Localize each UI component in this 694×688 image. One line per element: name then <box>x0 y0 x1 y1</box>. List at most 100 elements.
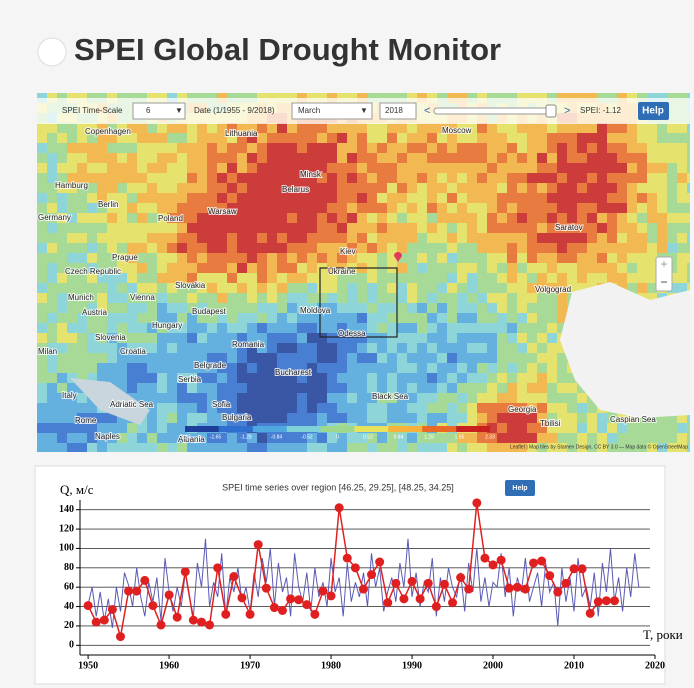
heat-cell <box>577 193 587 203</box>
heat-cell <box>327 353 337 363</box>
heat-cell <box>447 243 457 253</box>
heat-cell <box>327 223 337 233</box>
data-point <box>237 593 246 602</box>
heat-cell <box>117 153 127 163</box>
heat-cell <box>157 263 167 273</box>
heat-cell <box>457 353 467 363</box>
heat-cell <box>467 433 477 443</box>
heat-cell <box>447 233 457 243</box>
y-tick-label: 100 <box>59 543 74 554</box>
heat-cell <box>147 223 157 233</box>
heat-cell <box>537 263 547 273</box>
heat-cell <box>527 183 537 193</box>
heat-cell <box>637 173 647 183</box>
heat-cell <box>557 183 567 193</box>
map-label: Hamburg <box>55 181 88 190</box>
heat-cell <box>47 233 57 243</box>
heat-cell <box>597 273 607 283</box>
heat-cell <box>417 373 427 383</box>
heat-cell <box>427 173 437 183</box>
heat-cell <box>537 243 547 253</box>
heat-cell <box>527 173 537 183</box>
heat-cell <box>107 163 117 173</box>
heat-cell <box>427 253 437 263</box>
heat-cell <box>207 283 217 293</box>
heat-cell <box>337 203 347 213</box>
heat-cell <box>57 283 67 293</box>
heat-cell <box>157 223 167 233</box>
heat-cell <box>567 273 577 283</box>
heat-cell <box>577 273 587 283</box>
heat-cell <box>417 223 427 233</box>
heat-cell <box>467 153 477 163</box>
heat-cell <box>377 193 387 203</box>
zoom-in[interactable]: + <box>660 257 667 271</box>
heat-cell <box>317 403 327 413</box>
heat-cell <box>547 163 557 173</box>
heat-cell <box>257 183 267 193</box>
heat-cell <box>647 433 657 443</box>
heat-cell <box>57 153 67 163</box>
heat-cell <box>427 353 437 363</box>
heat-cell <box>447 323 457 333</box>
map-label: Bucharest <box>275 368 312 377</box>
heat-cell <box>307 383 317 393</box>
heat-cell <box>577 423 587 433</box>
heat-cell <box>117 323 127 333</box>
heat-cell <box>467 273 477 283</box>
heat-cell <box>307 193 317 203</box>
heat-cell <box>297 323 307 333</box>
legend-label: 0 <box>336 434 339 440</box>
heat-cell <box>67 123 77 133</box>
heat-cell <box>297 133 307 143</box>
heat-cell <box>207 123 217 133</box>
heat-cell <box>337 233 347 243</box>
heat-cell <box>257 433 267 443</box>
heat-cell <box>467 333 477 343</box>
heat-cell <box>467 173 477 183</box>
heat-cell <box>537 163 547 173</box>
heat-cell <box>147 303 157 313</box>
heat-cell <box>247 233 257 243</box>
heat-cell <box>417 443 427 453</box>
heat-cell <box>307 353 317 363</box>
heat-cell <box>417 123 427 133</box>
map-label: Moldova <box>300 306 331 315</box>
heat-cell <box>97 253 107 263</box>
heat-cell <box>37 193 47 203</box>
heat-cell <box>507 413 517 423</box>
heat-cell <box>57 303 67 313</box>
heat-cell <box>407 433 417 443</box>
heat-cell <box>377 253 387 263</box>
slider-handle[interactable] <box>546 105 556 117</box>
heat-cell <box>217 263 227 273</box>
heat-cell <box>337 293 347 303</box>
map-label: Poland <box>158 214 183 223</box>
heat-cell <box>507 153 517 163</box>
date-slider[interactable] <box>434 108 556 114</box>
heat-cell <box>267 183 277 193</box>
heat-cell <box>287 133 297 143</box>
heat-cell <box>227 273 237 283</box>
heat-cell <box>277 163 287 173</box>
prev-button[interactable]: < <box>424 105 430 117</box>
map-label: Rome <box>75 416 97 425</box>
zoom-out[interactable]: − <box>660 275 667 289</box>
map-label: Minsk <box>300 170 322 179</box>
heat-cell <box>547 193 557 203</box>
heat-cell <box>607 173 617 183</box>
heat-cell <box>617 153 627 163</box>
heat-cell <box>677 163 687 173</box>
heat-cell <box>597 253 607 263</box>
heat-cell <box>667 213 677 223</box>
next-button[interactable]: > <box>564 105 570 117</box>
heat-cell <box>77 403 87 413</box>
heat-cell <box>177 173 187 183</box>
heat-cell <box>567 403 577 413</box>
heat-cell <box>497 143 507 153</box>
heat-cell <box>457 413 467 423</box>
heat-cell <box>227 383 237 393</box>
heat-cell <box>357 143 367 153</box>
heat-cell <box>567 193 577 203</box>
